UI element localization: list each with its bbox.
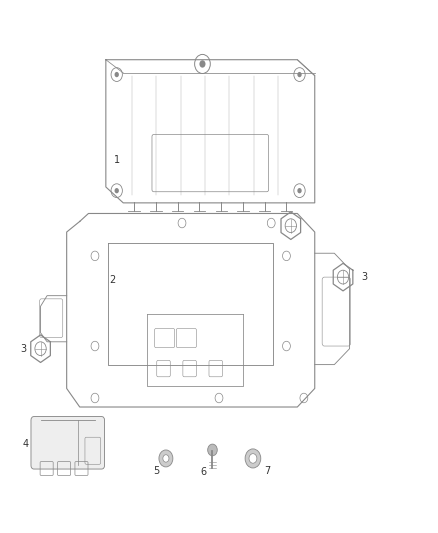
Text: 7: 7 bbox=[264, 466, 270, 475]
Text: 1: 1 bbox=[113, 156, 120, 165]
Text: 3: 3 bbox=[20, 344, 26, 354]
Circle shape bbox=[115, 188, 119, 193]
Circle shape bbox=[297, 72, 302, 77]
Circle shape bbox=[115, 72, 119, 77]
Text: 2: 2 bbox=[109, 274, 116, 285]
Circle shape bbox=[297, 188, 302, 193]
FancyBboxPatch shape bbox=[31, 417, 105, 469]
Circle shape bbox=[245, 449, 261, 468]
Circle shape bbox=[199, 60, 205, 68]
Circle shape bbox=[249, 454, 257, 463]
Circle shape bbox=[163, 455, 169, 462]
Text: 6: 6 bbox=[201, 467, 207, 477]
Text: 5: 5 bbox=[153, 466, 159, 475]
Circle shape bbox=[159, 450, 173, 467]
Text: 4: 4 bbox=[22, 439, 28, 449]
Text: 3: 3 bbox=[362, 272, 368, 282]
Circle shape bbox=[208, 444, 217, 456]
